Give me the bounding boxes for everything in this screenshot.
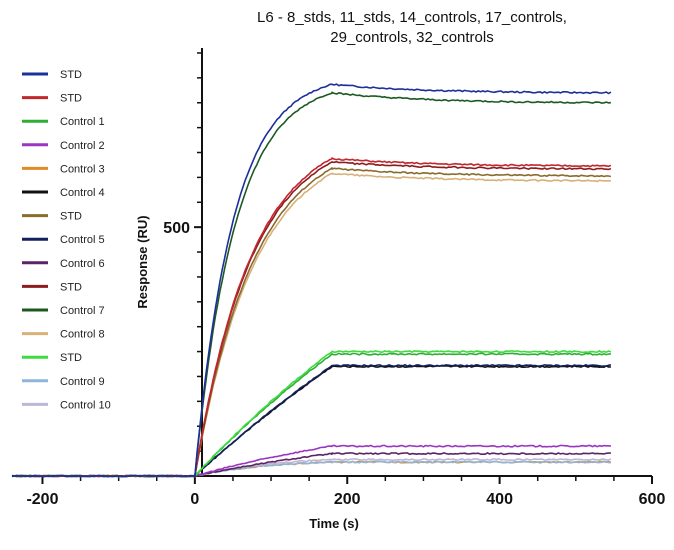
series-line-1 [11, 83, 612, 478]
legend-label: STD [60, 352, 82, 364]
legend: STD STD Control 1 Control 2 Control 3 Control… [22, 69, 111, 411]
legend-label: Control 9 [60, 376, 105, 388]
x-axis-label: Time (s) [309, 516, 359, 531]
series-line-7 [11, 167, 612, 478]
series-line-2 [11, 157, 612, 478]
legend-label: Control 8 [60, 329, 105, 341]
legend-label: Control 4 [60, 187, 105, 199]
legend-label: Control 5 [60, 234, 105, 246]
chart-title-line-1: L6 - 8_stds, 11_stds, 14_controls, 17_co… [257, 9, 567, 26]
series-line-12 [11, 172, 612, 478]
legend-label: STD [60, 93, 82, 105]
legend-label: STD [60, 281, 82, 293]
y-axis-label: Response (RU) [135, 215, 150, 308]
x-tick-label: 400 [486, 491, 513, 508]
chart-title-line-2: 29_controls, 32_controls [330, 29, 493, 46]
chart-title: L6 - 8_stds, 11_stds, 14_controls, 17_co… [257, 9, 567, 46]
series-lines [11, 83, 612, 478]
legend-label: Control 2 [60, 140, 105, 152]
legend-label: Control 6 [60, 258, 105, 270]
x-tick-label: 200 [334, 491, 361, 508]
legend-label: Control 7 [60, 305, 105, 317]
series-line-14 [11, 460, 611, 478]
series-line-3 [11, 352, 612, 478]
series-line-9 [11, 452, 611, 478]
legend-label: Control 1 [60, 116, 105, 128]
x-tick-label: 600 [639, 491, 666, 508]
axes: -200 0 200 400 600 500 [12, 48, 665, 508]
series-line-10 [11, 160, 612, 478]
legend-label: Control 3 [60, 163, 105, 175]
x-tick-label: 0 [190, 491, 199, 508]
y-tick-label: 500 [163, 220, 190, 237]
legend-label: STD [60, 211, 82, 223]
x-tick-label: -200 [26, 491, 58, 508]
legend-label: STD [60, 69, 82, 81]
legend-label: Control 10 [60, 399, 111, 411]
